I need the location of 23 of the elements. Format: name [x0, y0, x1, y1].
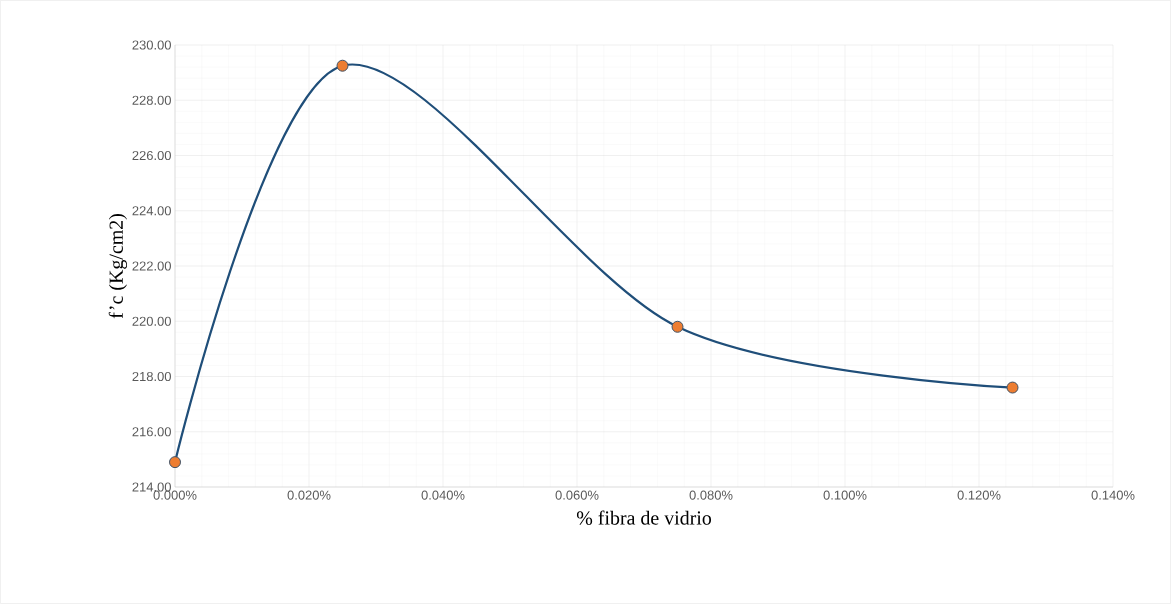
- x-tick-label: 0.140%: [1091, 490, 1135, 500]
- y-tick-label: 216.00: [132, 427, 171, 437]
- x-tick-label: 0.040%: [421, 490, 465, 500]
- x-tick-label: 0.120%: [957, 490, 1001, 500]
- point: [169, 456, 181, 469]
- x-tick-label: 0.020%: [287, 490, 331, 500]
- x-tick-label: 0.000%: [153, 490, 197, 500]
- x-tick-label: 0.080%: [689, 490, 733, 500]
- y-tick-label: 220.00: [132, 316, 171, 326]
- y-tick-label: 214.00: [132, 482, 171, 492]
- y-tick-label: 228.00: [132, 95, 171, 105]
- point: [1006, 381, 1019, 394]
- x-tick-label: 0.100%: [823, 490, 867, 500]
- y-tick-label: 222.00: [132, 261, 171, 271]
- y-tick-label: 230.00: [132, 40, 171, 50]
- point: [336, 59, 349, 72]
- y-tick-label: 218.00: [132, 371, 171, 382]
- y-tick-label: 224.00: [132, 206, 171, 216]
- x-axis-title: % fibra de vidrio: [576, 510, 712, 525]
- point: [671, 320, 684, 333]
- x-tick-label: 0.060%: [555, 490, 599, 500]
- y-tick-label: 226.00: [132, 150, 171, 161]
- y-axis-title: f’c (Kg/cm2): [108, 214, 128, 319]
